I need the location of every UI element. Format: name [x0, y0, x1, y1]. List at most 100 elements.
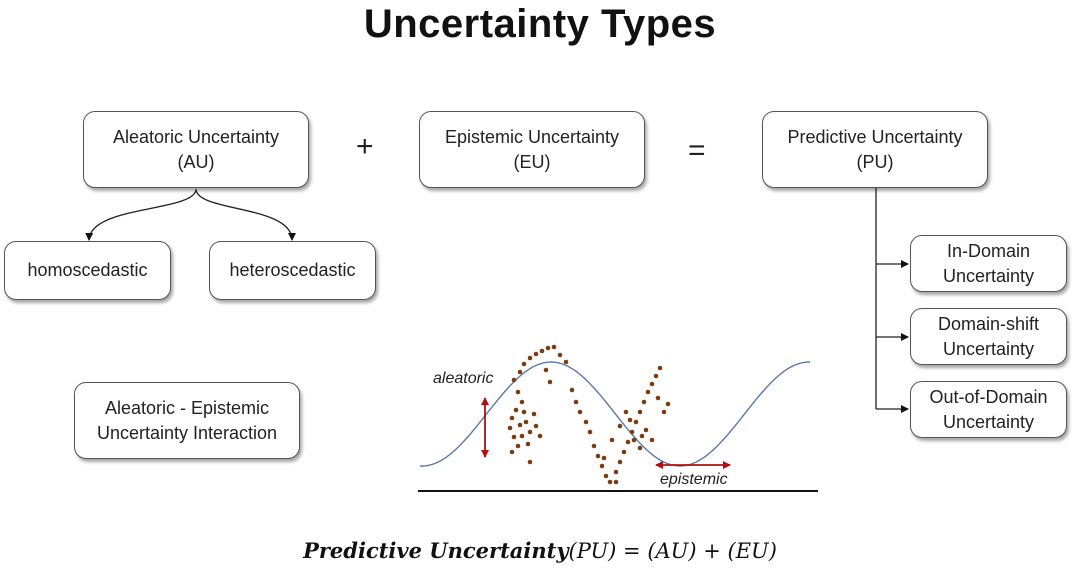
connector-to-heteroscedastic [195, 188, 296, 241]
data-point [607, 479, 613, 485]
data-point [595, 453, 601, 459]
data-point [617, 459, 623, 465]
data-point [627, 417, 633, 423]
data-point [569, 387, 575, 393]
heteroscedastic-label: heteroscedastic [229, 260, 356, 280]
aleatoric-abbrev: (AU) [177, 151, 215, 172]
data-point [637, 445, 643, 451]
data-point [599, 463, 605, 469]
formula: Predictive Uncertainty(PU) = (AU) + (EU) [0, 538, 1080, 563]
data-point [519, 399, 525, 405]
data-point [517, 422, 523, 428]
data-point [591, 443, 597, 449]
domain-shift-line2: Uncertainty [942, 338, 1035, 359]
data-points [507, 344, 671, 485]
data-point [527, 429, 533, 435]
uncertainty-illustration: aleatoric epistemic [418, 344, 818, 492]
interaction-box: Aleatoric - Epistemic Uncertainty Intera… [74, 382, 300, 459]
formula-bold: Predictive Uncertainty [303, 538, 569, 563]
data-point [543, 367, 549, 373]
epistemic-abbrev: (EU) [513, 151, 551, 172]
data-point [577, 409, 583, 415]
aleatoric-label: Aleatoric Uncertainty [112, 126, 280, 147]
data-point [587, 429, 593, 435]
data-point [515, 389, 521, 395]
data-point [551, 344, 557, 350]
data-point [513, 407, 519, 413]
data-point [613, 479, 619, 485]
data-point [563, 359, 569, 365]
data-point [623, 409, 629, 415]
interaction-line1: Aleatoric - Epistemic [104, 397, 270, 418]
data-point [521, 409, 527, 415]
data-point [527, 355, 533, 361]
data-point [533, 423, 539, 429]
data-point [645, 389, 651, 395]
predictive-uncertainty-box: Predictive Uncertainty (PU) [762, 111, 988, 188]
out-of-domain-box: Out-of-Domain Uncertainty [910, 381, 1067, 438]
page-title: Uncertainty Types [363, 2, 717, 46]
plus-operator: + [356, 130, 374, 163]
aleatoric-annotation: aleatoric [433, 370, 493, 387]
data-point [643, 427, 649, 433]
out-of-domain-line2: Uncertainty [942, 411, 1035, 432]
domain-shift-line1: Domain-shift [937, 313, 1040, 334]
data-point [573, 399, 579, 405]
data-point [511, 377, 517, 383]
data-point [649, 381, 655, 387]
out-of-domain-line1: Out-of-Domain [929, 386, 1048, 407]
epistemic-annotation: epistemic [660, 471, 728, 488]
data-point [507, 425, 513, 431]
data-point [583, 419, 589, 425]
data-point [517, 369, 523, 375]
data-point [515, 443, 521, 449]
data-point [511, 434, 517, 440]
in-domain-line1: In-Domain [946, 240, 1031, 261]
data-point [617, 423, 623, 429]
data-point [665, 401, 671, 407]
connector-to-homoscedastic [85, 188, 197, 241]
data-point [661, 409, 667, 415]
data-point [613, 469, 619, 475]
data-point [521, 361, 527, 367]
data-point [603, 473, 609, 479]
data-point [609, 437, 615, 443]
data-point [519, 433, 525, 439]
data-point [547, 379, 553, 385]
aleatoric-uncertainty-box: Aleatoric Uncertainty (AU) [83, 111, 309, 188]
data-point [537, 433, 543, 439]
in-domain-box: In-Domain Uncertainty [910, 235, 1067, 292]
predictive-abbrev: (PU) [856, 151, 894, 172]
equals-operator: = [688, 134, 706, 167]
data-point [641, 399, 647, 405]
data-point [601, 455, 607, 461]
heteroscedastic-box: heteroscedastic [209, 241, 376, 300]
data-point [631, 437, 637, 443]
data-point [545, 345, 551, 351]
data-point [639, 433, 645, 439]
epistemic-label: Epistemic Uncertainty [444, 126, 620, 147]
data-point [629, 429, 635, 435]
data-point [509, 449, 515, 455]
data-point [523, 419, 529, 425]
data-point [531, 411, 537, 417]
formula-rest: (PU) = (AU) + (EU) [568, 539, 777, 563]
data-point [621, 449, 627, 455]
predictive-label: Predictive Uncertainty [787, 126, 963, 147]
epistemic-uncertainty-box: Epistemic Uncertainty (EU) [419, 111, 645, 188]
data-point [527, 459, 533, 465]
data-point [539, 348, 545, 354]
data-point [625, 439, 631, 445]
homoscedastic-box: homoscedastic [4, 241, 171, 300]
data-point [653, 373, 659, 379]
data-point [633, 419, 639, 425]
in-domain-line2: Uncertainty [942, 265, 1035, 286]
interaction-line2: Uncertainty Interaction [96, 422, 278, 443]
data-point [637, 409, 643, 415]
data-point [533, 351, 539, 357]
data-point [509, 415, 515, 421]
domain-shift-box: Domain-shift Uncertainty [910, 308, 1067, 365]
homoscedastic-label: homoscedastic [27, 260, 148, 280]
data-point [557, 352, 563, 358]
